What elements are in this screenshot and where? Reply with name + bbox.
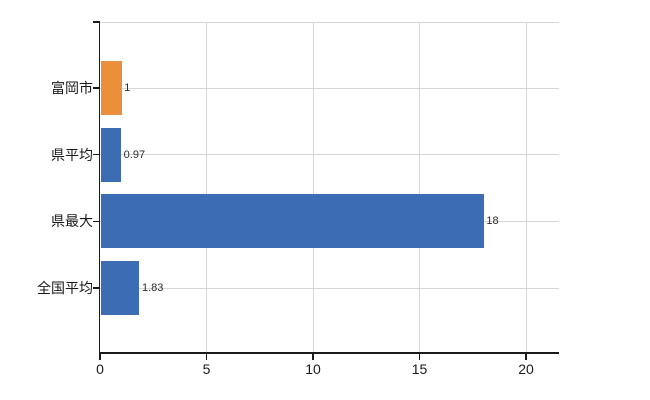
- bar: [100, 127, 122, 182]
- bar-value-label: 1.83: [141, 282, 164, 294]
- x-axis-line: [98, 352, 559, 354]
- x-tick-mark: [312, 353, 314, 360]
- x-tick-mark: [205, 353, 208, 360]
- x-tick-mark: [99, 353, 101, 360]
- vertical-gridline: [419, 22, 420, 352]
- category-label: 富岡市: [51, 80, 93, 96]
- vertical-gridline: [312, 22, 314, 352]
- y-tick-mark: [93, 287, 100, 289]
- category-label: 県平均: [51, 146, 93, 163]
- category-label: 全国平均: [37, 280, 93, 296]
- bar-value-label: 18: [486, 215, 499, 228]
- x-tick-label: 5: [202, 361, 211, 377]
- x-tick-label: 15: [411, 361, 428, 377]
- bar: [100, 261, 140, 315]
- horizontal-gridline: [100, 21, 559, 23]
- x-tick-label: 0: [96, 361, 104, 377]
- y-axis-top-tick: [93, 21, 100, 23]
- x-tick-mark: [525, 353, 527, 360]
- x-tick-mark: [418, 353, 421, 360]
- bar: [100, 194, 484, 249]
- x-tick-label: 10: [305, 361, 321, 377]
- y-tick-mark: [93, 220, 100, 223]
- bar-value-label: 0.97: [123, 148, 146, 161]
- y-axis-line: [98, 22, 100, 354]
- x-tick-label: 20: [518, 361, 534, 377]
- category-label: 県最大: [51, 213, 93, 230]
- horizontal-gridline: [100, 87, 559, 89]
- horizontal-gridline: [100, 287, 559, 289]
- horizontal-gridline: [100, 154, 559, 156]
- bar-value-label: 1: [124, 82, 131, 94]
- bar: [100, 61, 122, 115]
- vertical-gridline: [206, 22, 207, 352]
- y-tick-mark: [93, 153, 100, 156]
- vertical-gridline: [525, 22, 527, 352]
- y-tick-mark: [93, 87, 100, 89]
